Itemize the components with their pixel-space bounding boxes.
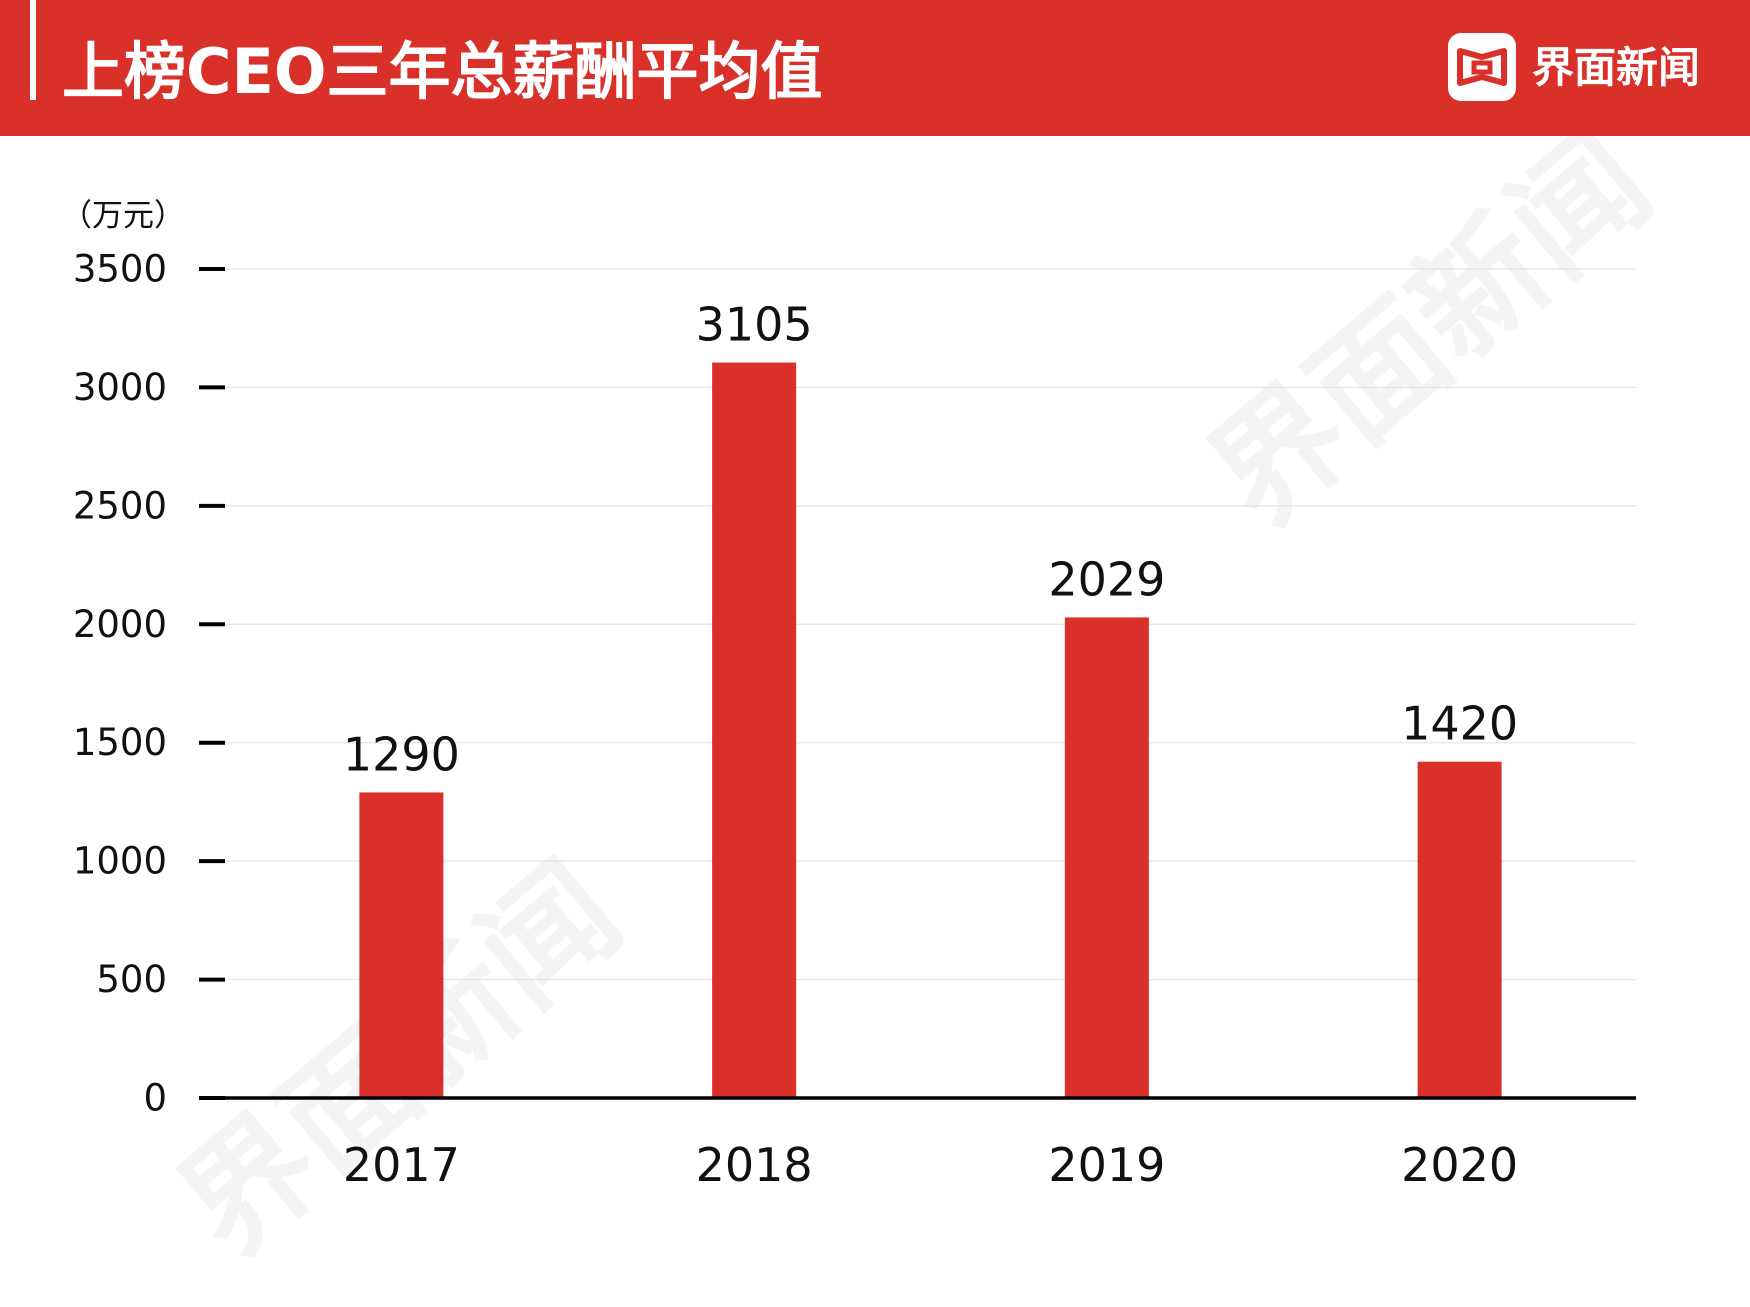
bar — [1064, 617, 1149, 1098]
bar — [359, 792, 444, 1098]
y-tick-label: 1500 — [73, 721, 167, 764]
header-bar: 上榜CEO三年总薪酬平均值 界面新闻 — [0, 0, 1750, 136]
x-tick-label: 2018 — [696, 1138, 813, 1192]
x-tick-label: 2020 — [1401, 1138, 1518, 1192]
y-tick-label: 3000 — [73, 366, 167, 409]
y-tick-label: 0 — [143, 1077, 167, 1120]
bar-value-label: 1290 — [343, 727, 460, 781]
header-accent-line — [30, 0, 36, 100]
brand-name: 界面新闻 — [1532, 43, 1701, 92]
bar-value-label: 3105 — [696, 298, 813, 352]
y-tick-label: 2500 — [73, 484, 167, 527]
x-tick-label: 2017 — [343, 1138, 460, 1192]
bar-value-label: 1420 — [1401, 697, 1518, 751]
bar — [712, 362, 797, 1098]
y-tick-label: 500 — [96, 958, 167, 1001]
x-tick-label: 2019 — [1048, 1138, 1165, 1192]
y-axis-unit-label: （万元） — [61, 198, 185, 234]
y-tick-label: 2000 — [73, 603, 167, 646]
brand-logo-icon — [1448, 33, 1516, 101]
y-tick-label: 3500 — [73, 248, 167, 291]
y-tick-label: 1000 — [73, 840, 167, 883]
bar — [1417, 761, 1502, 1098]
bar-value-label: 2029 — [1048, 552, 1165, 606]
chart-title: 上榜CEO三年总薪酬平均值 — [62, 35, 823, 108]
